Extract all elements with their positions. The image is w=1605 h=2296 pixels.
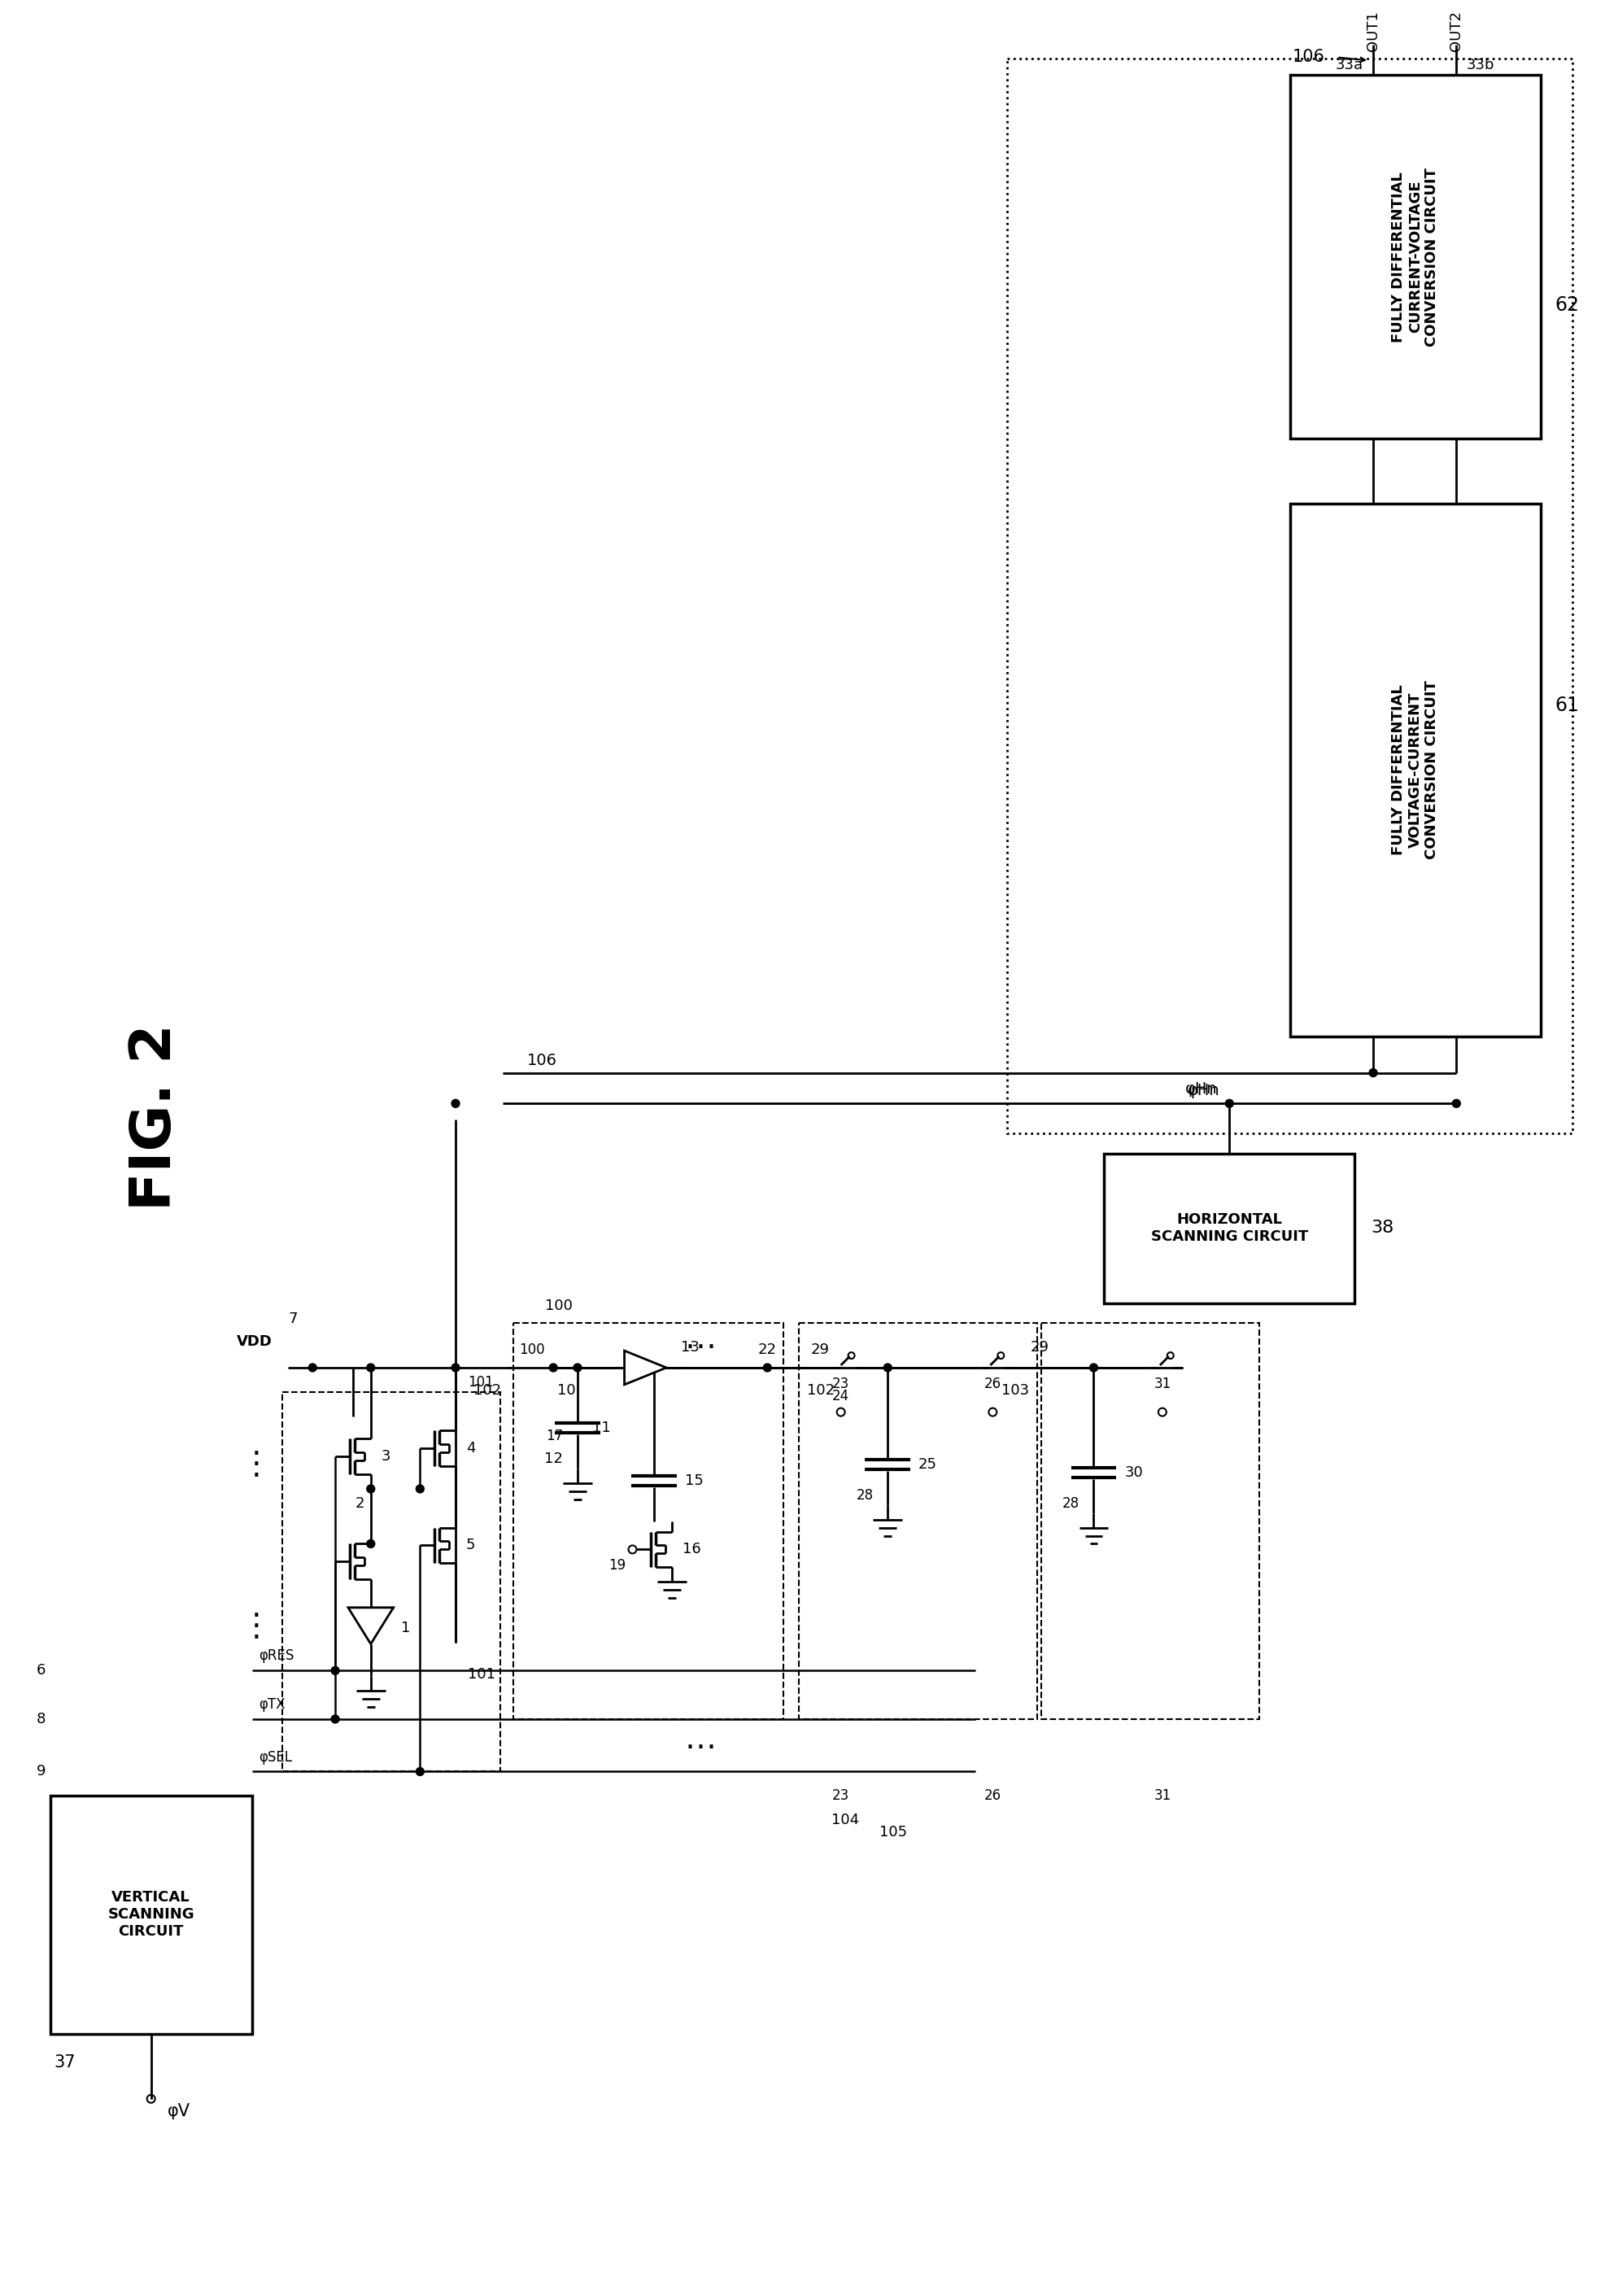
Text: VDD: VDD: [236, 1334, 273, 1350]
Text: 23: 23: [831, 1378, 849, 1391]
Bar: [1289, 76, 1539, 439]
Bar: [1006, 60, 1571, 1134]
Text: 17: 17: [546, 1428, 563, 1444]
Text: 23: 23: [831, 1789, 849, 1802]
Text: 37: 37: [55, 2055, 75, 2071]
Circle shape: [331, 1667, 339, 1674]
Text: φTX: φTX: [258, 1697, 284, 1713]
Circle shape: [1451, 1100, 1459, 1107]
Polygon shape: [624, 1350, 666, 1384]
Text: 22: 22: [758, 1343, 777, 1357]
Text: 19: 19: [608, 1559, 626, 1573]
Circle shape: [573, 1364, 581, 1371]
Circle shape: [1225, 1100, 1233, 1107]
Text: 6: 6: [37, 1662, 47, 1678]
Text: HORIZONTAL
SCANNING CIRCUIT: HORIZONTAL SCANNING CIRCUIT: [1151, 1212, 1308, 1244]
Text: 101: 101: [467, 1667, 494, 1683]
Text: 28: 28: [1061, 1497, 1079, 1511]
Circle shape: [883, 1364, 891, 1371]
Bar: [1104, 1153, 1355, 1304]
Text: 4: 4: [465, 1442, 475, 1456]
Bar: [798, 1322, 1037, 1720]
Text: 101: 101: [467, 1375, 493, 1389]
Text: 16: 16: [682, 1543, 701, 1557]
Text: 26: 26: [984, 1789, 1002, 1802]
Text: 29: 29: [1030, 1341, 1048, 1355]
Text: OUT2: OUT2: [1448, 9, 1464, 51]
Text: 25: 25: [918, 1458, 937, 1472]
Text: 10: 10: [557, 1382, 576, 1398]
Text: 1: 1: [401, 1621, 411, 1635]
Text: 30: 30: [1124, 1465, 1143, 1481]
Text: 102: 102: [473, 1382, 501, 1398]
Text: 3: 3: [380, 1449, 390, 1465]
Text: 11: 11: [592, 1421, 610, 1435]
Text: 7: 7: [289, 1311, 297, 1327]
Circle shape: [366, 1486, 374, 1492]
Text: 38: 38: [1371, 1219, 1393, 1235]
Text: FIG. 2: FIG. 2: [128, 1024, 183, 1210]
Text: 15: 15: [685, 1474, 703, 1488]
Text: 106: 106: [526, 1054, 557, 1068]
Circle shape: [366, 1364, 374, 1371]
Circle shape: [549, 1364, 557, 1371]
Text: 13: 13: [681, 1341, 700, 1355]
Text: 12: 12: [544, 1451, 563, 1467]
Text: ⋯: ⋯: [684, 1731, 716, 1763]
Text: 2: 2: [355, 1497, 364, 1511]
Circle shape: [416, 1486, 424, 1492]
Bar: [50, 1795, 252, 2034]
Text: 5: 5: [465, 1538, 475, 1552]
Text: ⋯: ⋯: [684, 1332, 716, 1364]
Text: φSEL: φSEL: [258, 1750, 292, 1763]
Text: 33a: 33a: [1335, 57, 1363, 73]
Text: 29: 29: [811, 1343, 830, 1357]
Circle shape: [762, 1364, 770, 1371]
Text: 103: 103: [1002, 1382, 1029, 1398]
Circle shape: [416, 1768, 424, 1775]
Text: 61: 61: [1554, 696, 1578, 714]
Text: 105: 105: [880, 1825, 907, 1839]
Circle shape: [366, 1541, 374, 1548]
Text: 8: 8: [37, 1713, 47, 1727]
Text: 62: 62: [1554, 296, 1579, 315]
Circle shape: [451, 1364, 459, 1371]
Text: 100: 100: [546, 1297, 573, 1313]
Text: φHn: φHn: [1184, 1081, 1217, 1097]
Text: 31: 31: [1152, 1789, 1170, 1802]
Text: 28: 28: [855, 1488, 873, 1502]
Text: VERTICAL
SCANNING
CIRCUIT: VERTICAL SCANNING CIRCUIT: [108, 1890, 194, 1938]
Circle shape: [1090, 1364, 1098, 1371]
Text: 9: 9: [37, 1763, 47, 1779]
Bar: [1040, 1322, 1258, 1720]
Text: 106: 106: [1292, 48, 1324, 64]
Text: φRES: φRES: [258, 1649, 294, 1662]
Bar: [1289, 503, 1539, 1035]
Text: FULLY DIFFERENTIAL
CURRENT-VOLTAGE
CONVERSION CIRCUIT: FULLY DIFFERENTIAL CURRENT-VOLTAGE CONVE…: [1390, 168, 1438, 347]
Text: OUT1: OUT1: [1366, 9, 1380, 51]
Text: ⋮: ⋮: [241, 1449, 271, 1481]
Circle shape: [1369, 1068, 1377, 1077]
Text: 33b: 33b: [1465, 57, 1493, 73]
Text: FULLY DIFFERENTIAL
VOLTAGE-CURRENT
CONVERSION CIRCUIT: FULLY DIFFERENTIAL VOLTAGE-CURRENT CONVE…: [1390, 680, 1438, 859]
Text: φV: φV: [167, 2103, 189, 2119]
Circle shape: [451, 1100, 459, 1107]
Polygon shape: [348, 1607, 393, 1644]
Text: ⋮: ⋮: [241, 1612, 271, 1642]
Text: 104: 104: [831, 1814, 859, 1828]
Circle shape: [308, 1364, 316, 1371]
Bar: [512, 1322, 783, 1720]
Text: 102: 102: [807, 1382, 835, 1398]
Text: 26: 26: [984, 1378, 1002, 1391]
Text: 100: 100: [520, 1343, 546, 1357]
Circle shape: [331, 1715, 339, 1722]
Bar: [282, 1391, 499, 1773]
Text: 31: 31: [1152, 1378, 1170, 1391]
Text: 24: 24: [831, 1389, 849, 1403]
Text: φHn: φHn: [1186, 1084, 1220, 1097]
